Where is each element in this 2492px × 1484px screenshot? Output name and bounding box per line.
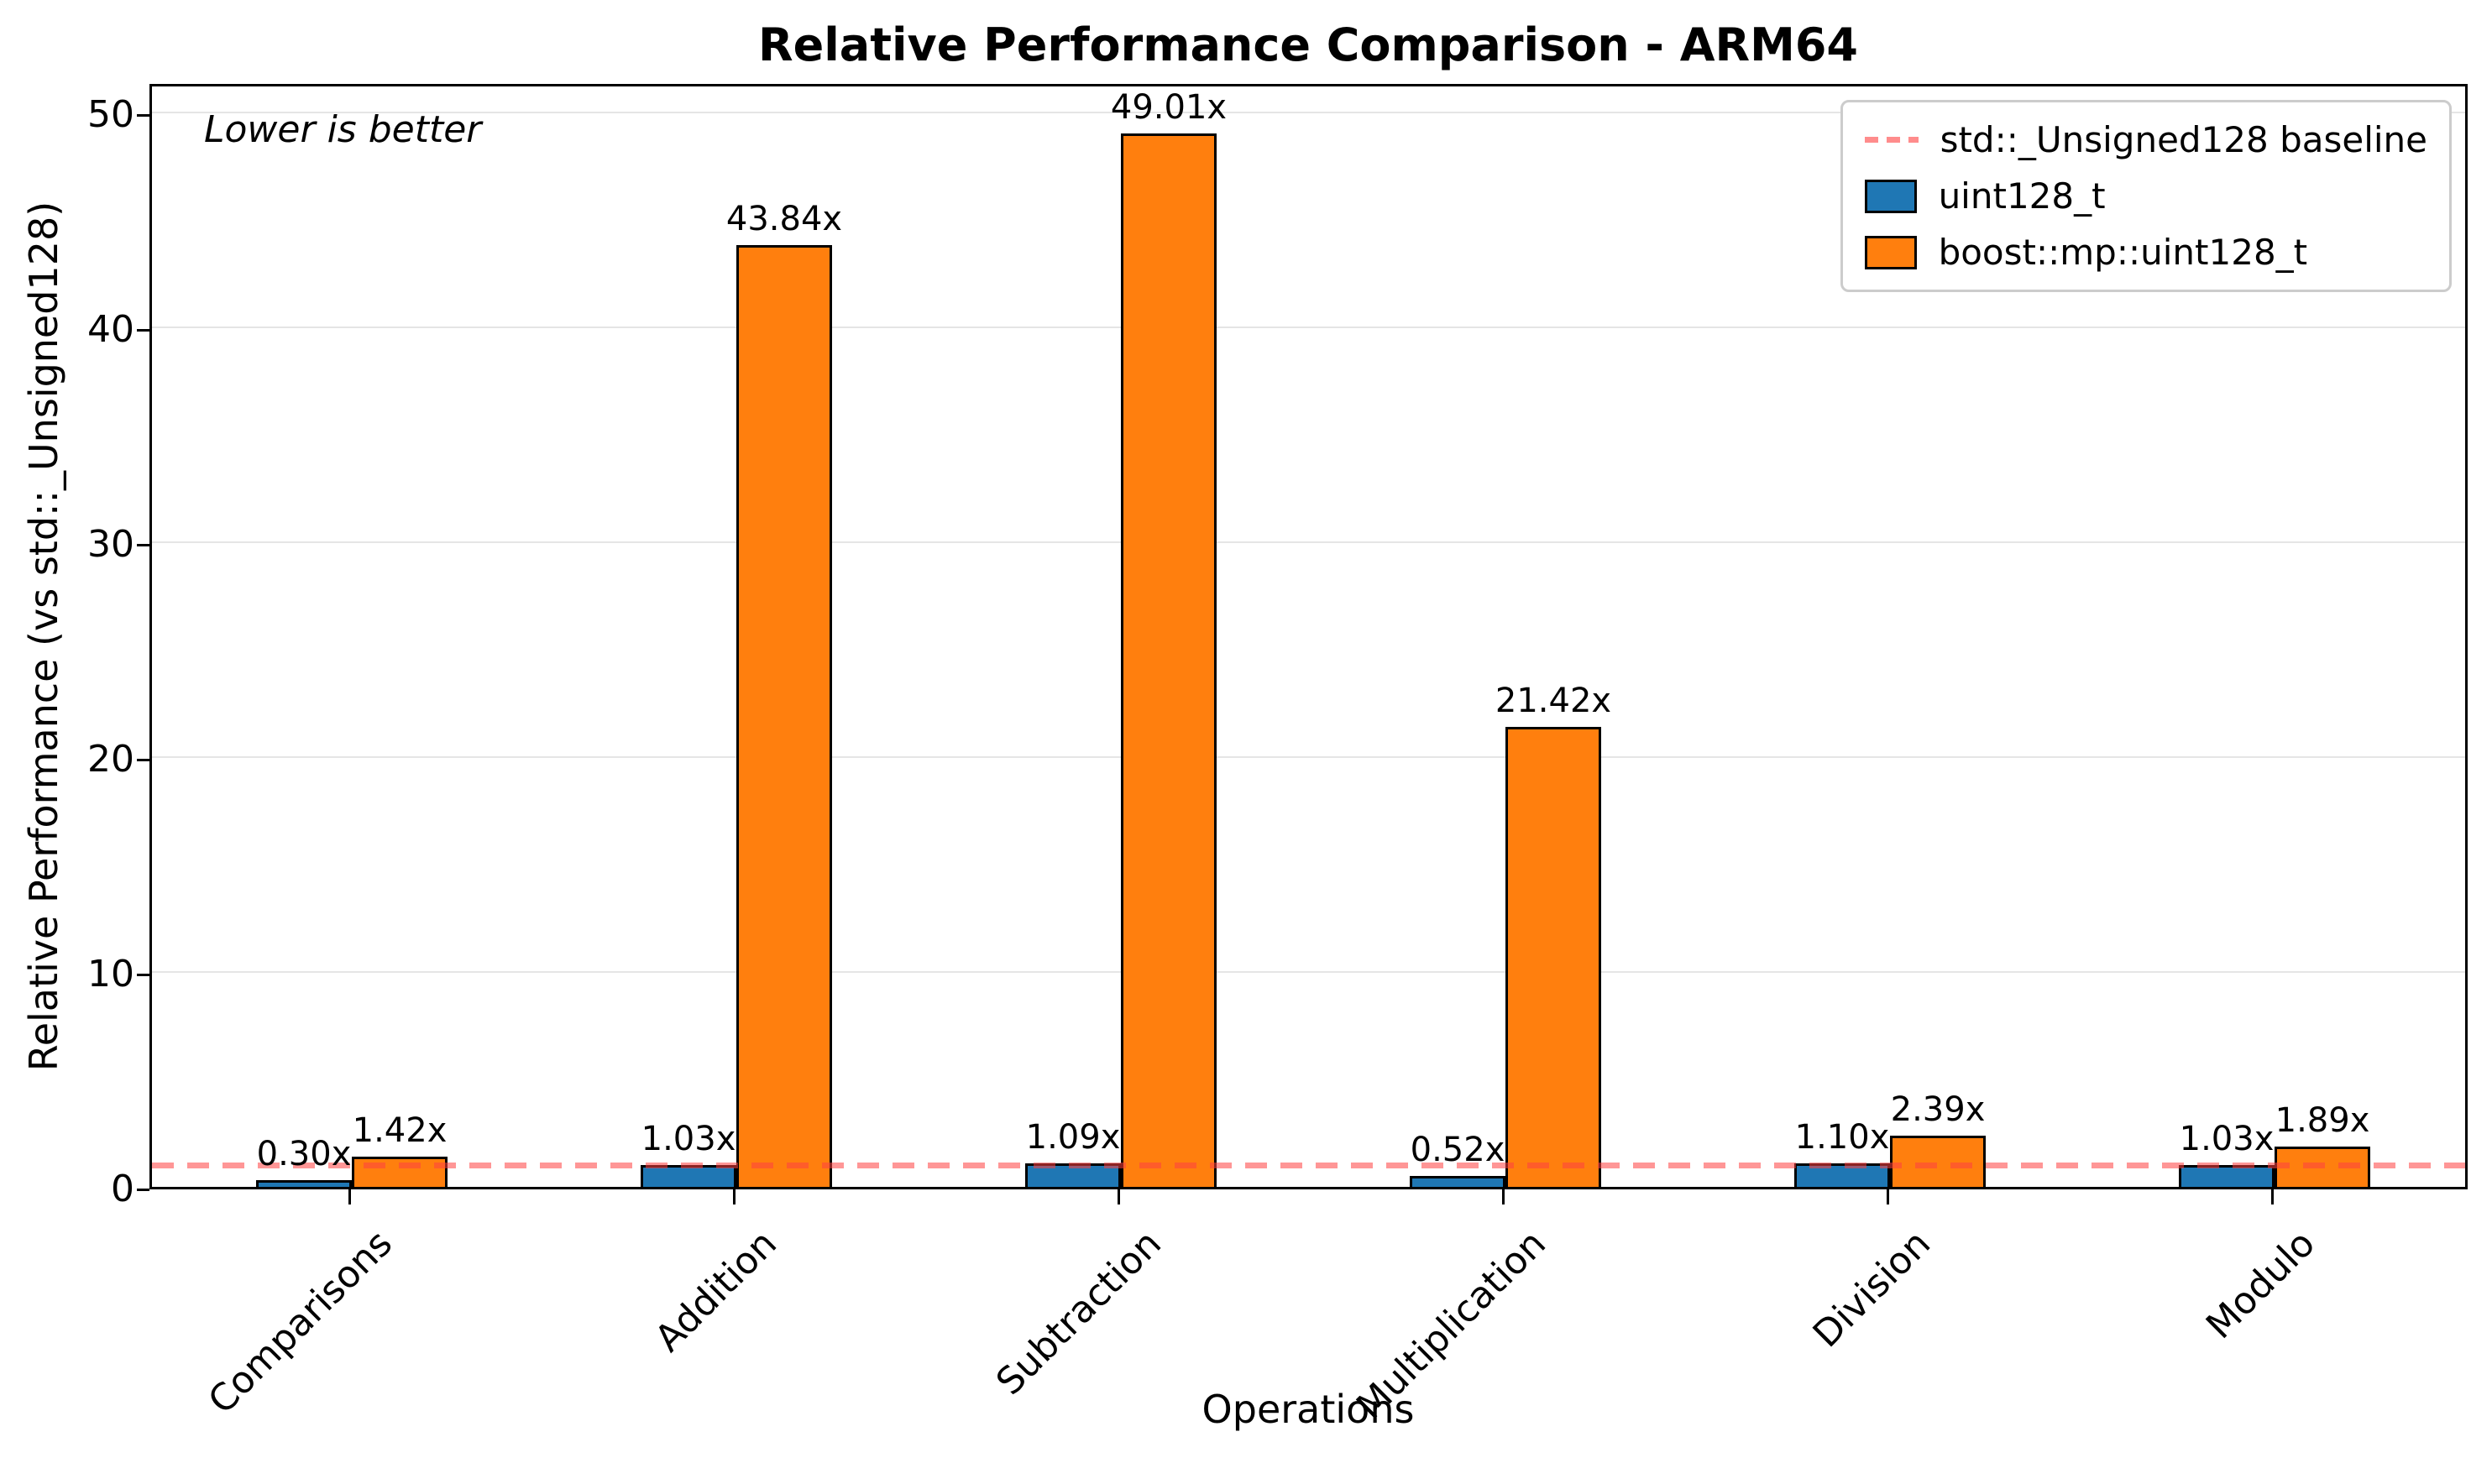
x-tick-mark [1118, 1189, 1120, 1204]
bar-value-label: 1.09x [1025, 1118, 1121, 1157]
x-tick-label-Subtraction: Subtraction [988, 1222, 1170, 1404]
legend-item-series1: uint128_t [1864, 175, 2427, 217]
x-tick-mark [2271, 1189, 2274, 1204]
x-tick-mark [348, 1189, 351, 1204]
y-tick-mark [137, 114, 149, 117]
y-tick-mark [137, 329, 149, 332]
x-axis-label: Operations [1202, 1387, 1415, 1432]
legend-item-baseline: std::_Unsigned128 baseline [1864, 119, 2427, 160]
y-tick-label: 30 [87, 523, 134, 566]
bar-value-label: 49.01x [1110, 88, 1228, 128]
bar-value-label: 1.42x [352, 1110, 448, 1150]
x-tick-label-Multiplication: Multiplication [1348, 1222, 1555, 1428]
x-tick-label-Addition: Addition [647, 1222, 786, 1361]
x-tick-label-Comparisons: Comparisons [200, 1222, 401, 1423]
legend: std::_Unsigned128 baseline uint128_t boo… [1840, 100, 2452, 292]
gridline-y20 [152, 756, 2465, 758]
bar-value-label: 43.84x [725, 199, 843, 238]
lower-is-better-annotation: Lower is better [204, 108, 482, 151]
legend-label-series1: uint128_t [1938, 175, 2106, 217]
bar-value-label: 2.39x [1890, 1089, 1986, 1129]
bar-boost::mp::uint128_t-Comparisons [352, 1156, 448, 1187]
y-tick-mark [137, 1189, 149, 1191]
gridline-y50 [152, 112, 2465, 113]
y-tick-label: 10 [87, 953, 134, 995]
bar-value-label: 0.30x [256, 1135, 352, 1174]
bar-boost::mp::uint128_t-Multiplication [1505, 726, 1601, 1187]
y-tick-label: 20 [87, 738, 134, 781]
bar-uint128_t-Multiplication [1410, 1175, 1505, 1187]
legend-label-baseline: std::_Unsigned128 baseline [1940, 119, 2427, 160]
x-tick-mark [1502, 1189, 1505, 1204]
bar-boost::mp::uint128_t-Addition [736, 244, 832, 1187]
baseline-dashed-line [152, 1163, 2465, 1169]
bar-value-label: 1.03x [2179, 1119, 2275, 1158]
bar-boost::mp::uint128_t-Division [1890, 1135, 1986, 1187]
y-tick-mark [137, 974, 149, 976]
chart-title: Relative Performance Comparison - ARM64 [758, 18, 1858, 71]
bar-value-label: 0.52x [1410, 1130, 1505, 1169]
legend-label-series2: boost::mp::uint128_t [1938, 232, 2308, 273]
x-tick-label-Modulo: Modulo [2197, 1222, 2324, 1348]
gridline-y10 [152, 971, 2465, 973]
bar-boost::mp::uint128_t-Subtraction [1121, 133, 1217, 1187]
legend-item-series2: boost::mp::uint128_t [1864, 232, 2427, 273]
series2-color-swatch [1864, 235, 1917, 269]
y-tick-mark [137, 759, 149, 761]
bar-value-label: 1.03x [641, 1119, 736, 1158]
x-tick-label-Division: Division [1804, 1222, 1940, 1356]
y-tick-mark [137, 544, 149, 546]
y-tick-label: 0 [111, 1168, 134, 1210]
gridline-y40 [152, 327, 2465, 328]
y-tick-label: 50 [87, 93, 134, 136]
bar-value-label: 1.10x [1794, 1117, 1890, 1157]
gridline-y30 [152, 541, 2465, 543]
x-tick-mark [1887, 1189, 1889, 1204]
plot-area: Lower is better std::_Unsigned128 baseli… [149, 84, 2468, 1189]
series1-color-swatch [1864, 179, 1917, 213]
x-tick-mark [733, 1189, 736, 1204]
baseline-dash-sample [1864, 137, 1919, 143]
bar-value-label: 1.89x [2275, 1100, 2370, 1140]
bar-value-label: 21.42x [1495, 681, 1612, 720]
bar-uint128_t-Comparisons [256, 1180, 352, 1187]
y-tick-label: 40 [87, 308, 134, 351]
